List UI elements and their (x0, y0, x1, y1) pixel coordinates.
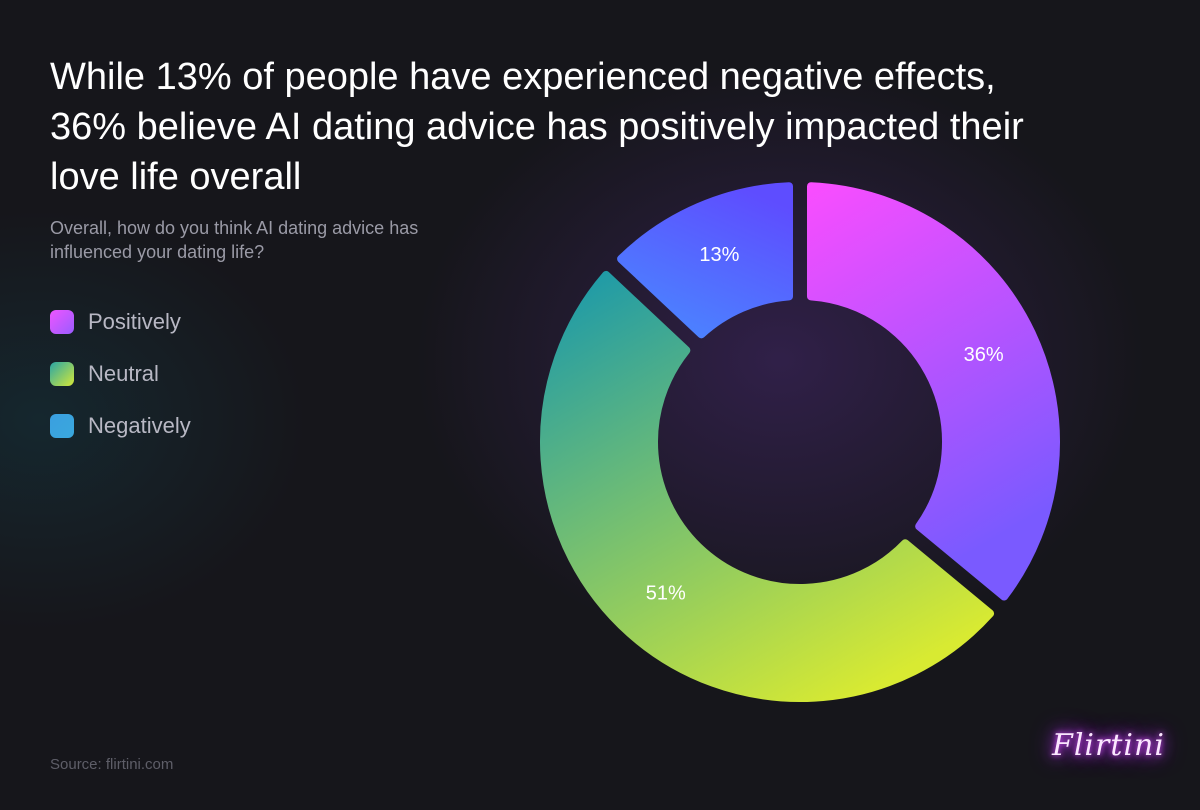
legend-item-negatively: Negatively (50, 400, 191, 452)
chart-title: While 13% of people have experienced neg… (50, 56, 1024, 198)
chart-subtitle: Overall, how do you think AI dating advi… (50, 218, 419, 262)
legend-label-neutral: Neutral (88, 361, 159, 386)
legend-item-positively: Positively (50, 296, 191, 348)
legend: Positively Neutral Negatively (50, 296, 191, 452)
legend-swatch-positively (50, 310, 74, 334)
legend-swatch-negatively (50, 414, 74, 438)
legend-item-neutral: Neutral (50, 348, 191, 400)
data-label-neutral: 51% (646, 583, 686, 605)
legend-label-positively: Positively (88, 309, 181, 334)
data-label-positively: 36% (964, 344, 1004, 366)
source-note: Source: flirtini.com (50, 756, 174, 773)
legend-label-negatively: Negatively (88, 413, 191, 438)
brand-logo: Flirtini (1052, 728, 1165, 763)
slice-positively (806, 182, 1060, 601)
slice-negatively (617, 182, 794, 339)
legend-swatch-neutral (50, 362, 74, 386)
data-label-negatively: 13% (699, 244, 739, 266)
slice-neutral (540, 270, 995, 702)
